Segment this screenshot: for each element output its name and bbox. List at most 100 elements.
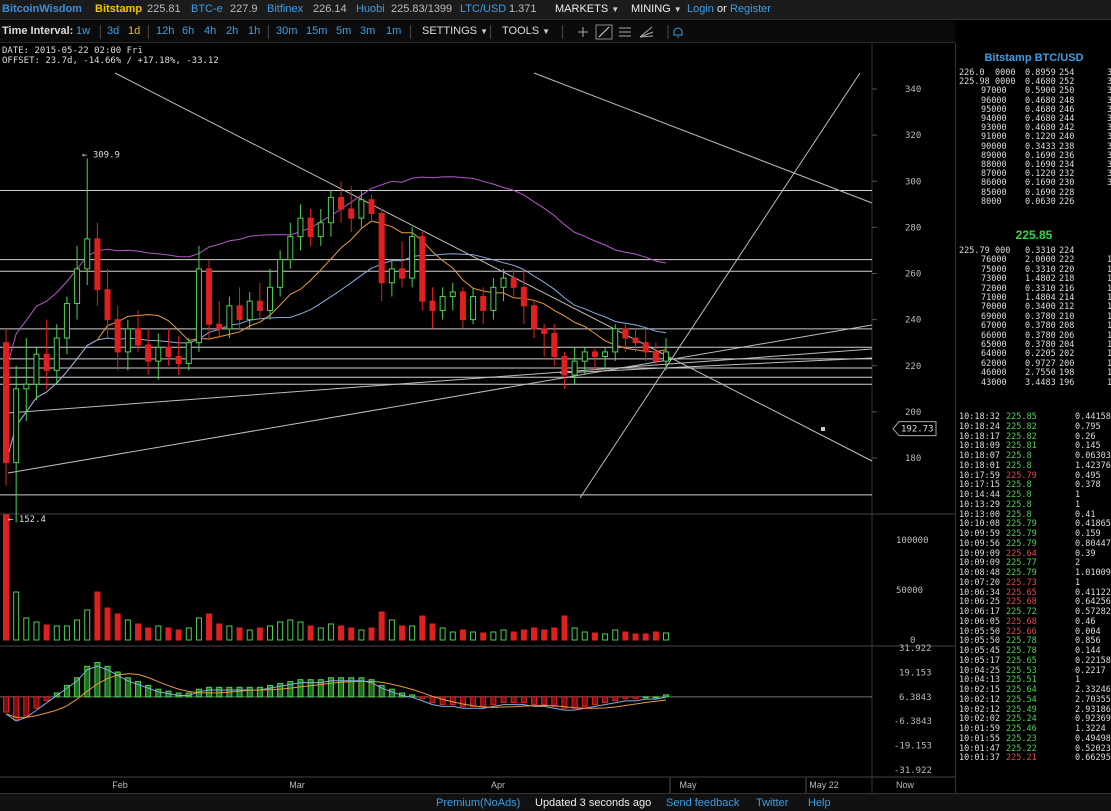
exchange-name-bitstamp[interactable]: Bitstamp <box>95 3 143 15</box>
ask-price-fraction: 85000 <box>981 187 1007 198</box>
bid-sum: 222 <box>1059 255 1075 266</box>
interval-1d[interactable]: 1d <box>128 25 141 37</box>
interval-15m[interactable]: 15m <box>306 25 328 37</box>
ask-price-fraction: 95000 <box>981 104 1007 115</box>
time-axis-label: May <box>679 780 697 790</box>
candle-body <box>399 268 405 279</box>
trade-time: 10:01:55 <box>959 733 1000 744</box>
volume-bar <box>571 627 578 641</box>
time-axis-label: Feb <box>112 780 128 790</box>
volume-bar <box>104 607 111 641</box>
volume-tick-label: 50000 <box>896 586 923 596</box>
tools-menu[interactable]: TOOLS ▼ <box>502 25 550 37</box>
macd-histogram-bar <box>3 696 9 713</box>
trade-amount: 0.145 <box>1075 441 1101 452</box>
price-chart[interactable]: DATE: 2015-05-22 02:00 Fri OFFSET: 23.7d… <box>0 43 955 793</box>
ask-extra: 3 <box>1107 124 1111 133</box>
crosshair-icon[interactable] <box>578 27 588 37</box>
interval-1w[interactable]: 1w <box>76 25 91 37</box>
mining-menu-label: MINING <box>631 3 671 15</box>
moving-average-fast <box>5 220 667 463</box>
volume-bar <box>74 619 81 641</box>
trade-amount: 1 <box>1075 490 1081 500</box>
interval-6h[interactable]: 6h <box>182 25 195 37</box>
candle-body <box>195 268 202 344</box>
exchange-price-btce: 227.9 <box>230 3 258 15</box>
bid-sum: 224 <box>1059 246 1075 256</box>
trade-price: 225.23 <box>1006 733 1037 744</box>
volume-bar <box>135 623 141 641</box>
volume-bar <box>226 625 233 641</box>
mining-menu[interactable]: MINING ▼ <box>631 3 682 15</box>
trade-amount: 0.92369 <box>1075 714 1111 725</box>
candle-body <box>348 208 355 219</box>
interval-1h[interactable]: 1h <box>248 25 261 37</box>
send-feedback-link[interactable]: Send feedback <box>666 797 740 809</box>
volume-bar <box>632 633 639 641</box>
trade-time: 10:08:48 <box>959 568 1000 578</box>
macd-histogram-bar <box>277 682 284 698</box>
trade-amount: 0.46 <box>1075 616 1096 627</box>
ask-sum: 236 <box>1059 150 1075 161</box>
trade-amount: 0.80447 <box>1075 538 1111 549</box>
trade-time: 10:09:59 <box>959 529 1000 539</box>
ask-sum: 242 <box>1059 123 1075 134</box>
exchange-name-bitfinex[interactable]: Bitfinex <box>267 3 304 15</box>
ask-amount: 0.0630 <box>1025 196 1056 207</box>
candle-body <box>3 342 9 464</box>
trade-price: 225.24 <box>1006 714 1037 725</box>
interval-3m[interactable]: 3m <box>360 25 376 37</box>
ask-amount: 0.8959 <box>1025 68 1056 78</box>
volume-bar <box>500 629 507 641</box>
ask-price-fraction: 94000 <box>981 114 1007 124</box>
horizontal-lines-icon[interactable] <box>619 27 631 37</box>
ask-amount: 0.4680 <box>1025 114 1056 124</box>
interval-3d[interactable]: 3d <box>107 25 120 37</box>
markets-menu-label: MARKETS <box>555 3 609 15</box>
alarm-icon[interactable] <box>673 27 683 38</box>
bid-price-fraction: 73000 <box>981 274 1007 285</box>
interval-5m[interactable]: 5m <box>336 25 352 37</box>
trade-price: 225.8 <box>1006 490 1032 500</box>
exchange-price-ltcusd: 1.371 <box>509 3 537 15</box>
help-link[interactable]: Help <box>808 797 831 809</box>
interval-30m[interactable]: 30m <box>276 25 298 37</box>
register-link[interactable]: Register <box>730 3 771 15</box>
interval-12h[interactable]: 12h <box>156 25 175 37</box>
interval-4h[interactable]: 4h <box>204 25 217 37</box>
premium-link[interactable]: Premium(NoAds) <box>436 797 521 809</box>
exchange-name-ltcusd[interactable]: LTC/USD <box>460 3 507 15</box>
ask-extra: 3 <box>1107 69 1111 78</box>
volume-bar <box>185 627 192 641</box>
brand-logo[interactable]: BitcoinWisdom <box>2 3 82 15</box>
chart-canvas[interactable]: 340 320 300 280 260 240 220 200 180 100000 50000 03… <box>0 43 955 793</box>
price-tick-label: 240 <box>905 316 921 326</box>
candle-body <box>63 302 70 339</box>
cursor-price-box <box>892 421 937 437</box>
trade-price: 225.8 <box>1006 480 1032 491</box>
ask-price-fraction: 8000 <box>981 196 1002 207</box>
interval-1m[interactable]: 1m <box>386 25 402 37</box>
bid-price-fraction: 64000 <box>981 349 1007 360</box>
exchange-name-btce[interactable]: BTC-e <box>191 3 223 15</box>
fib-fan-icon[interactable] <box>639 26 654 38</box>
candle-body <box>256 300 263 311</box>
ask-extra: 3 <box>1107 105 1111 115</box>
volume-bar <box>652 631 659 641</box>
login-link[interactable]: Login <box>687 3 714 15</box>
trade-price: 225.79 <box>1006 519 1037 530</box>
candle-body <box>267 286 273 311</box>
macd-histogram-bar <box>419 696 426 700</box>
ask-extra: 3 <box>1107 170 1111 179</box>
exchange-name-huobi[interactable]: Huobi <box>356 3 385 15</box>
settings-menu[interactable]: SETTINGS ▼ <box>422 25 488 37</box>
bid-extra: 1 <box>1107 378 1111 388</box>
markets-menu[interactable]: MARKETS ▼ <box>555 3 619 15</box>
twitter-link[interactable]: Twitter <box>756 797 789 809</box>
trendline-icon[interactable] <box>595 24 613 40</box>
bollinger-upper <box>5 176 667 371</box>
trade-time: 10:05:50 <box>959 626 1000 637</box>
macd-histogram-bar <box>23 696 30 717</box>
interval-2h[interactable]: 2h <box>226 25 239 37</box>
bid-price-fraction: 46000 <box>981 368 1007 379</box>
